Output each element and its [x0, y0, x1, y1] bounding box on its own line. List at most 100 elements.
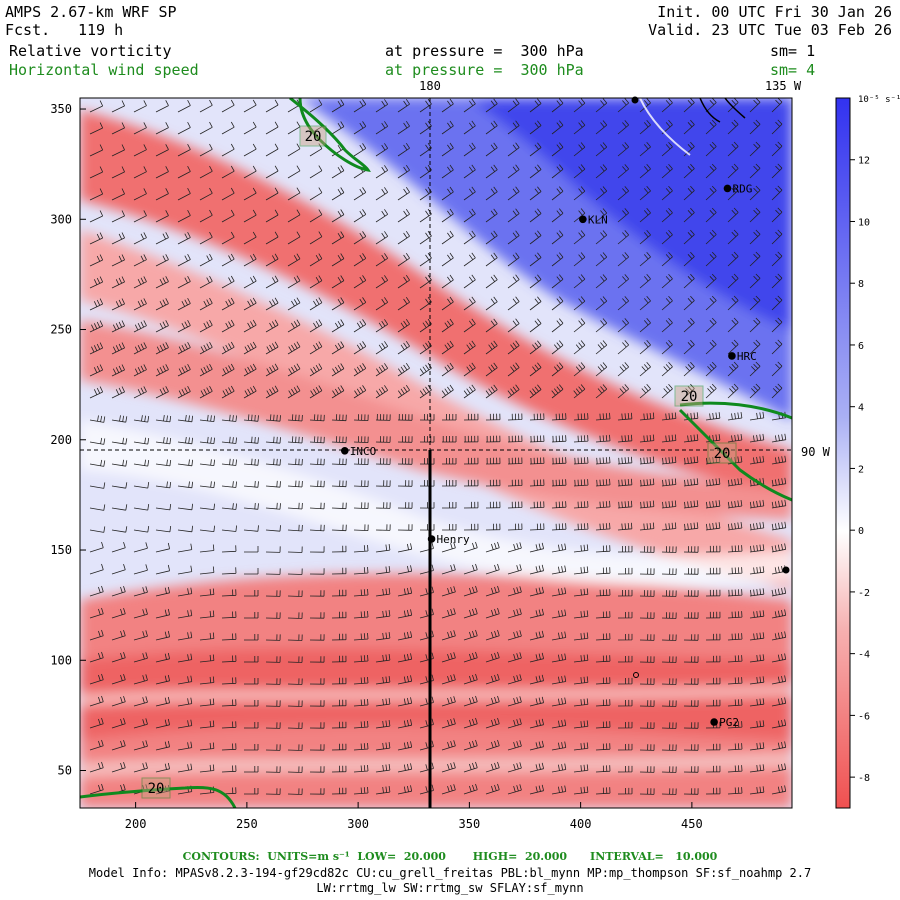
wind-barb [727, 567, 743, 575]
wind-barb [529, 784, 544, 795]
wind-barb [89, 254, 104, 267]
wind-barb [199, 363, 213, 377]
wind-barb [749, 588, 765, 597]
station-dot [710, 718, 718, 726]
wind-barb [397, 384, 410, 399]
wind-barb [133, 188, 147, 201]
wind-barb [595, 434, 611, 443]
wind-barb [529, 296, 542, 311]
wind-barb [683, 434, 699, 443]
wind-barb [265, 788, 281, 795]
wind-barb [133, 696, 148, 707]
wind-barb [375, 742, 391, 751]
wind-barb [133, 762, 148, 773]
wind-barb [727, 699, 743, 707]
wind-barb [243, 121, 257, 135]
wind-barb [331, 436, 347, 444]
y-tick-label: 50 [58, 764, 72, 778]
wind-barb [771, 98, 783, 113]
wind-barb [244, 788, 259, 795]
wind-barb [244, 612, 259, 619]
wind-barb [243, 363, 257, 377]
wind-barb [287, 143, 301, 157]
wind-barb [265, 363, 279, 377]
wind-barb [221, 481, 237, 488]
wind-barb [89, 504, 106, 511]
wind-barb [463, 607, 478, 619]
wind-barb [111, 320, 125, 333]
wind-barb [111, 629, 126, 641]
wind-barb [463, 541, 478, 553]
wind-barb [375, 341, 389, 355]
station-dot [340, 446, 349, 455]
wind-barb [529, 542, 544, 553]
wind-barb [529, 340, 542, 355]
wind-barb [771, 207, 783, 223]
wind-barb [243, 436, 259, 444]
wind-barb [463, 585, 478, 597]
wind-barb [705, 500, 721, 509]
wind-barb [111, 386, 125, 399]
wind-barb [573, 318, 586, 333]
wind-barb [683, 590, 699, 597]
wind-barb [375, 524, 391, 531]
wind-barb [639, 296, 651, 311]
wind-barb [727, 163, 739, 179]
wind-barb [244, 656, 259, 663]
wind-barb [419, 318, 432, 333]
wind-barb [463, 318, 476, 333]
wind-barb [89, 739, 104, 751]
wind-barb [463, 629, 478, 641]
wind-barb [551, 785, 567, 795]
wind-barb [551, 98, 564, 113]
wind-barb [221, 275, 235, 289]
y-tick-label: 300 [50, 212, 72, 226]
wind-barb [375, 720, 391, 729]
colorbar-tick-label: 2 [858, 464, 864, 475]
station-dot [633, 672, 639, 678]
wind-barb [727, 207, 739, 223]
wind-barb [639, 788, 655, 795]
wind-barb [287, 568, 303, 575]
wind-barb [727, 589, 743, 597]
wind-barb [177, 100, 191, 113]
wind-barb [573, 413, 589, 421]
wind-barb [375, 764, 391, 773]
wind-barb [177, 414, 193, 423]
wind-barb [617, 384, 630, 399]
wind-barb [683, 295, 695, 311]
wind-barb [177, 364, 191, 377]
wind-barb [221, 699, 237, 707]
wind-barb [507, 252, 520, 267]
wind-barb [727, 787, 743, 795]
wind-barb [221, 165, 235, 179]
wind-barb [595, 721, 611, 729]
wind-barb [155, 122, 169, 135]
wind-barb [133, 210, 147, 223]
wind-barb [177, 543, 193, 553]
wind-barb [199, 503, 215, 510]
wind-barb [397, 186, 410, 201]
wind-barb [199, 297, 213, 311]
wind-barb [353, 436, 369, 443]
wind-barb [375, 385, 389, 399]
wind-barb [485, 318, 498, 333]
wind-barb [463, 208, 476, 223]
wind-barb [89, 695, 104, 707]
wind-barb [331, 765, 347, 773]
wind-barb [287, 590, 303, 597]
wind-barb [353, 363, 367, 377]
wind-barb [353, 588, 369, 597]
wind-barb [661, 590, 677, 597]
wind-barb [771, 339, 783, 355]
y-tick-label: 150 [50, 543, 72, 557]
wind-barb [617, 677, 633, 685]
wind-barb [463, 120, 476, 135]
wind-barb [155, 564, 170, 575]
wind-barb [551, 609, 567, 619]
wind-barb [287, 524, 303, 532]
wind-barb [331, 99, 345, 113]
wind-barb [265, 143, 279, 157]
wind-barb [199, 436, 215, 444]
wind-barb [595, 567, 611, 575]
